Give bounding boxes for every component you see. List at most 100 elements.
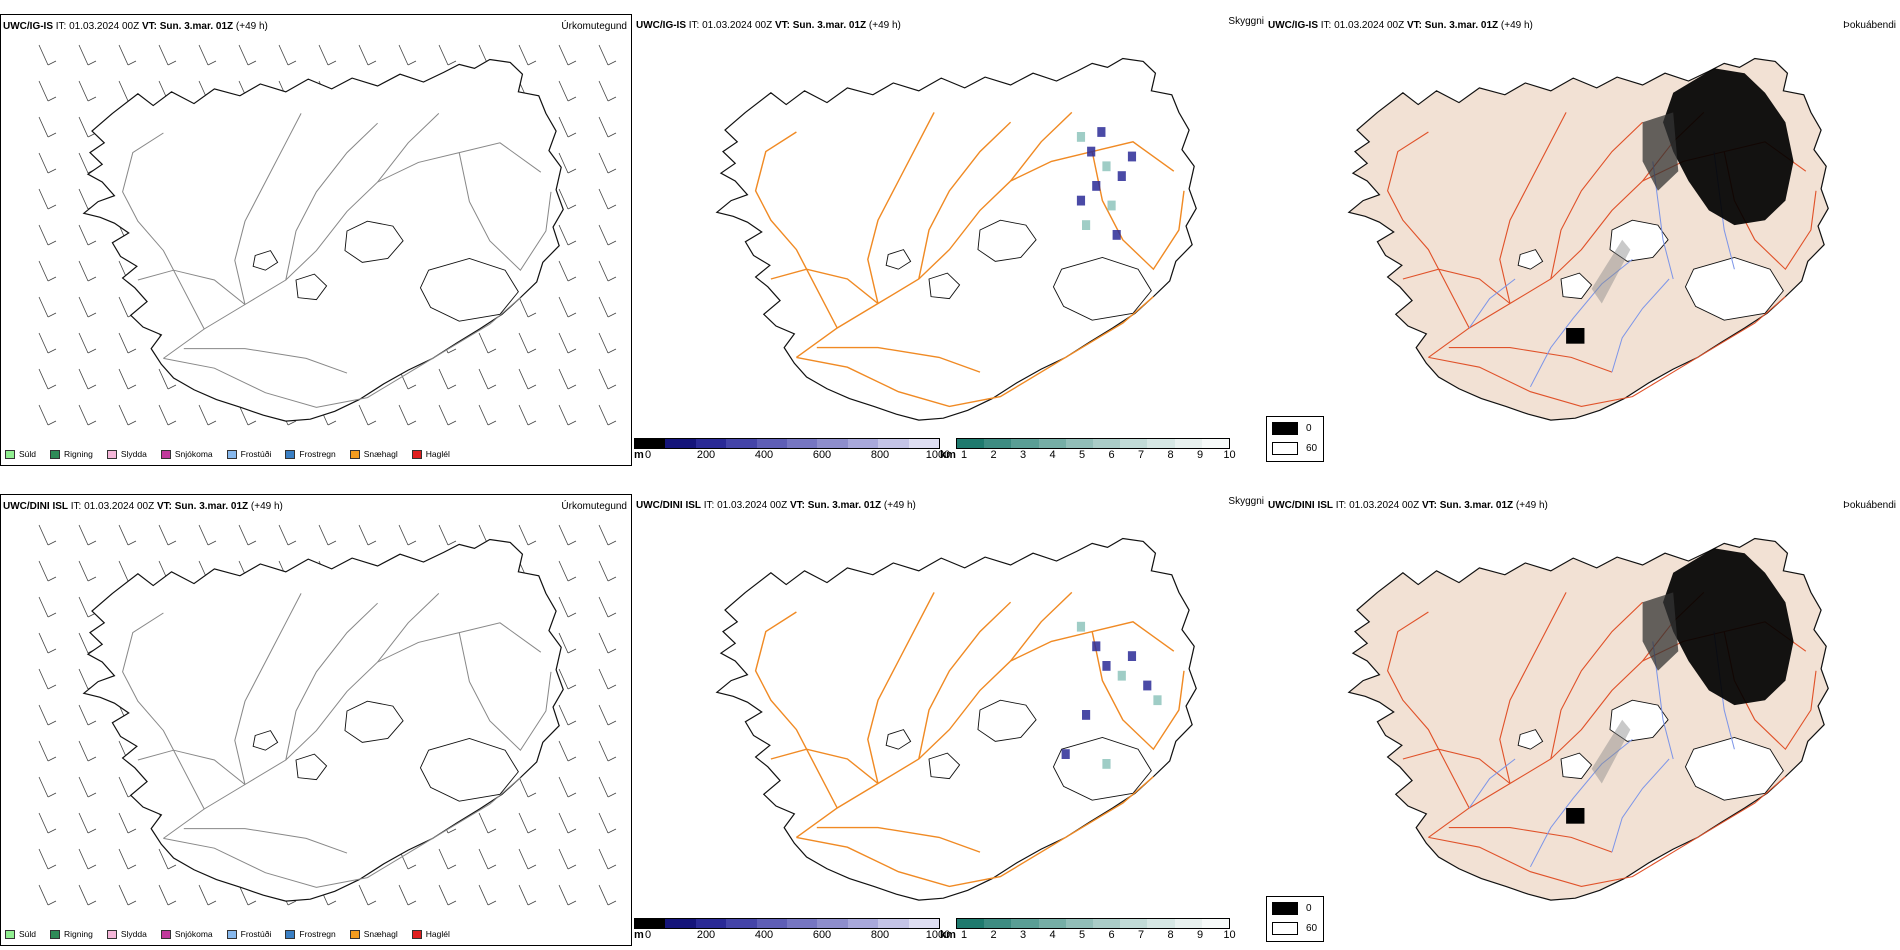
legend-swatch bbox=[411, 449, 422, 459]
wind-barb bbox=[158, 404, 169, 426]
wind-barb-flag bbox=[567, 96, 577, 102]
wind-barb bbox=[558, 152, 569, 174]
wind-barb bbox=[558, 776, 569, 798]
wind-barb-flag bbox=[87, 420, 97, 426]
iceland-map bbox=[1347, 537, 1829, 901]
wind-barb bbox=[558, 560, 569, 582]
road-line bbox=[796, 296, 1154, 408]
visibility-panel: UWC/IG-IS IT: 01.03.2024 00Z VT: Sun. 3.… bbox=[634, 14, 1266, 466]
colorbar-cell bbox=[665, 439, 696, 448]
wind-barb-flag bbox=[567, 384, 577, 390]
init-label: IT: bbox=[70, 501, 82, 512]
visibility-cell bbox=[1127, 151, 1137, 162]
wind-barb-flag bbox=[567, 312, 577, 318]
wind-barb bbox=[38, 80, 49, 102]
wind-barb-flag bbox=[287, 900, 297, 906]
fog-legend-label: 60 bbox=[1306, 443, 1318, 454]
wind-barb bbox=[518, 332, 529, 354]
wind-barb bbox=[78, 116, 89, 138]
tick-label: 600 bbox=[812, 929, 832, 941]
wind-barb-flag bbox=[567, 276, 577, 282]
road-line bbox=[1428, 776, 1786, 887]
wind-barb bbox=[238, 44, 249, 66]
wind-barb bbox=[78, 332, 89, 354]
wind-barb-flag bbox=[47, 612, 57, 618]
road-line bbox=[1550, 601, 1643, 760]
colorbar-cell bbox=[957, 439, 985, 448]
fog-area bbox=[1566, 328, 1585, 344]
wind-barb-flag bbox=[207, 900, 217, 906]
colorbar-cell bbox=[1201, 439, 1229, 448]
wind-barb bbox=[38, 632, 49, 654]
wind-barb bbox=[78, 740, 89, 762]
wind-barb bbox=[558, 668, 569, 690]
wind-barb-flag bbox=[207, 420, 217, 426]
iceland-map bbox=[715, 57, 1197, 421]
fog-indicator-map bbox=[1347, 537, 1829, 901]
tick-label: 600 bbox=[812, 449, 832, 461]
road-line bbox=[163, 777, 521, 888]
colorbar-cell bbox=[908, 439, 939, 448]
wind-barb bbox=[558, 632, 569, 654]
wind-barb-flag bbox=[607, 756, 617, 762]
wind-barb-flag bbox=[607, 168, 617, 174]
wind-barb bbox=[598, 668, 609, 690]
iceland-coastline bbox=[82, 58, 564, 422]
wind-barb-flag bbox=[487, 348, 497, 354]
panel-title: Úrkomutegund bbox=[561, 21, 627, 32]
visibility-cell bbox=[1092, 641, 1101, 652]
tick-label: 6 bbox=[1108, 929, 1115, 941]
wind-barb bbox=[38, 776, 49, 798]
road-line bbox=[122, 612, 205, 810]
wind-barb bbox=[558, 188, 569, 210]
init-label: IT: bbox=[688, 20, 700, 31]
wind-barb bbox=[518, 812, 529, 834]
wind-barb bbox=[158, 368, 169, 390]
fog-swatch-high bbox=[1272, 902, 1298, 915]
wind-barb-flag bbox=[607, 240, 617, 246]
wind-barb bbox=[118, 44, 129, 66]
colorbar-cell bbox=[1201, 919, 1229, 928]
wind-barb-flag bbox=[447, 828, 457, 834]
lead-time: (+49 h) bbox=[1515, 500, 1548, 511]
wind-barb-flag bbox=[207, 60, 217, 66]
wind-barb-flag bbox=[167, 864, 177, 870]
init-time: 01.03.2024 00Z bbox=[702, 20, 773, 31]
tick-label: 1 bbox=[960, 449, 968, 461]
valid-time: Sun. 3.mar. 01Z bbox=[1439, 500, 1514, 511]
wind-barb-flag bbox=[567, 684, 577, 690]
wind-barb bbox=[438, 368, 449, 390]
wind-barb-flag bbox=[527, 60, 537, 66]
road-line bbox=[795, 141, 1175, 358]
colorbar-cell bbox=[984, 919, 1012, 928]
panel-header: UWC/DINI ISL IT: 01.03.2024 00Z VT: Sun.… bbox=[3, 501, 283, 512]
wind-barb bbox=[558, 80, 569, 102]
legend-item: Súld bbox=[5, 449, 36, 459]
legend-swatch bbox=[226, 449, 237, 459]
wind-barb bbox=[78, 704, 89, 726]
road-line bbox=[183, 828, 348, 854]
valid-label: VT: bbox=[1421, 500, 1437, 511]
road-line bbox=[1010, 591, 1073, 662]
iceland-coastline bbox=[715, 57, 1197, 421]
wind-barb bbox=[478, 812, 489, 834]
wind-barb bbox=[198, 404, 209, 426]
legend-swatch bbox=[349, 929, 360, 939]
model-name: UWC/IG-IS bbox=[3, 21, 53, 32]
colorbar-cell bbox=[847, 439, 879, 448]
legend-label: Rigning bbox=[64, 929, 93, 939]
wind-barb bbox=[78, 260, 89, 282]
wind-barb-flag bbox=[607, 792, 617, 798]
wind-barb-flag bbox=[487, 864, 497, 870]
wind-barb-flag bbox=[607, 900, 617, 906]
fog-legend: 0 60 bbox=[1266, 416, 1324, 462]
legend-label: Frostúði bbox=[240, 449, 272, 459]
wind-barb bbox=[598, 776, 609, 798]
visibility-cell bbox=[1082, 710, 1091, 720]
river-line bbox=[1468, 758, 1516, 809]
wind-barb-flag bbox=[247, 60, 257, 66]
model-name: UWC/IG-IS bbox=[636, 20, 686, 31]
wind-barb-flag bbox=[607, 348, 617, 354]
colorbar-cell bbox=[984, 439, 1012, 448]
road-line bbox=[918, 121, 1012, 280]
